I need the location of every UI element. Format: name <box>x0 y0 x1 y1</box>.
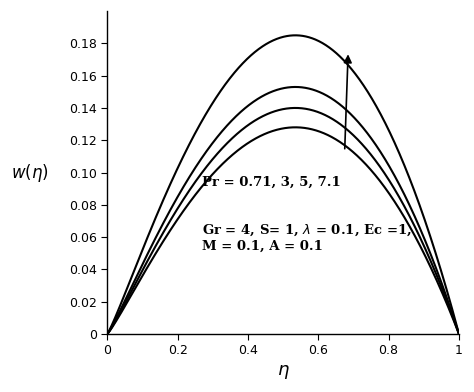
X-axis label: $\eta$: $\eta$ <box>277 363 290 381</box>
Text: Pr = 0.71, 3, 5, 7.1: Pr = 0.71, 3, 5, 7.1 <box>202 176 341 189</box>
Y-axis label: $w(\eta)$: $w(\eta)$ <box>11 162 49 183</box>
Text: Gr = 4, S= 1, $\lambda$ = 0.1, Ec =1,
M = 0.1, A = 0.1: Gr = 4, S= 1, $\lambda$ = 0.1, Ec =1, M … <box>202 223 412 253</box>
